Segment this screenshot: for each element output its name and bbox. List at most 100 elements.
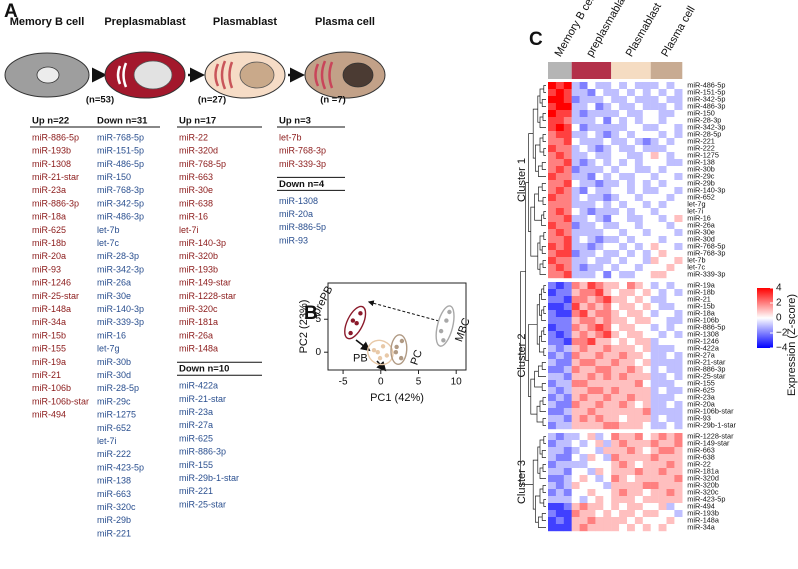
heatmap-cell xyxy=(674,387,683,395)
row-label: miR-21 xyxy=(687,294,711,303)
heatmap-cell xyxy=(619,394,628,402)
heatmap-cell xyxy=(611,482,620,490)
heatmap-cell xyxy=(579,145,588,153)
heatmap-cell xyxy=(674,422,683,430)
heatmap-cell xyxy=(611,345,620,353)
heatmap-cell xyxy=(650,524,659,532)
pca-arrows xyxy=(355,300,440,372)
heatmap-cell xyxy=(555,222,564,230)
heatmap-cell xyxy=(642,331,651,339)
heatmap-cell xyxy=(571,482,580,490)
heatmap-cell xyxy=(619,282,628,290)
dendrogram-branch xyxy=(543,327,546,335)
group-label: Plasma cell xyxy=(659,4,698,59)
heatmap-cell xyxy=(548,433,557,441)
heatmap-cell xyxy=(642,482,651,490)
heatmap-cell xyxy=(563,296,572,304)
heatmap-cell xyxy=(563,257,572,265)
heatmap-cell xyxy=(548,124,557,132)
heatmap-cell xyxy=(611,187,620,195)
dendrogram-branch xyxy=(541,183,546,191)
heatmap-cell xyxy=(634,496,643,504)
heatmap-cell xyxy=(587,257,596,265)
heatmap-cell xyxy=(627,173,636,181)
heatmap-cell xyxy=(666,282,675,290)
heatmap-cell xyxy=(666,503,675,511)
row-label: miR-1275 xyxy=(687,150,719,159)
heatmap-cell xyxy=(579,82,588,90)
row-label: miR-193b xyxy=(687,508,719,517)
heatmap-cell xyxy=(595,264,604,272)
heatmap-cell xyxy=(563,394,572,402)
heatmap-cell xyxy=(666,461,675,469)
heatmap-cell xyxy=(611,503,620,511)
heatmap-cell xyxy=(611,401,620,409)
mirna-item: miR-22 xyxy=(179,132,208,142)
heatmap-cell xyxy=(611,138,620,146)
heatmap-cell xyxy=(666,468,675,476)
heatmap-cell xyxy=(658,89,667,97)
heatmap-cell xyxy=(555,194,564,202)
heatmap-cell xyxy=(555,517,564,525)
heatmap-cell xyxy=(587,289,596,297)
list-header: Up n=22 xyxy=(32,116,69,127)
heatmap-cell xyxy=(666,222,675,230)
heatmap-cell xyxy=(595,387,604,395)
heatmap-cell xyxy=(571,510,580,518)
mirna-item: miR-20a xyxy=(32,251,66,261)
heatmap-cell xyxy=(555,468,564,476)
heatmap-cell xyxy=(666,166,675,174)
row-label: miR-422a xyxy=(687,343,720,352)
heatmap-cell xyxy=(674,138,683,146)
heatmap-cell xyxy=(634,282,643,290)
heatmap-cell xyxy=(619,373,628,381)
heatmap-cell xyxy=(642,173,651,181)
heatmap-cell xyxy=(634,187,643,195)
heatmap-cell xyxy=(587,180,596,188)
row-label: miR-1246 xyxy=(687,336,719,345)
dendrogram-branch xyxy=(541,513,546,521)
heatmap-cell xyxy=(611,496,620,504)
heatmap-cell xyxy=(642,257,651,265)
heatmap-cell xyxy=(666,394,675,402)
mirna-item: miR-138 xyxy=(97,476,131,486)
heatmap-cell xyxy=(658,289,667,297)
heatmap-cell xyxy=(611,394,620,402)
heatmap-cell xyxy=(674,373,683,381)
x-axis-label: PC1 (42%) xyxy=(370,392,424,404)
heatmap-cell xyxy=(579,366,588,374)
mirna-item: miR-486-3p xyxy=(97,212,144,222)
heatmap-cell xyxy=(603,373,612,381)
heatmap-cell xyxy=(666,201,675,209)
heatmap-cell xyxy=(548,422,557,430)
mirna-item: let-7i xyxy=(97,436,117,446)
heatmap-cell xyxy=(611,152,620,160)
heatmap-cell xyxy=(650,352,659,360)
row-label: miR-886-5p xyxy=(687,322,725,331)
heatmap-cell xyxy=(579,310,588,318)
heatmap-cell xyxy=(548,408,557,416)
heatmap-cell xyxy=(563,110,572,118)
heatmap-cell xyxy=(650,338,659,346)
heatmap-cell xyxy=(555,131,564,139)
heatmap-cell xyxy=(611,303,620,311)
row-label: miR-29b-1-star xyxy=(687,420,736,429)
heatmap-cell xyxy=(627,124,636,132)
heatmap-cell xyxy=(548,447,557,455)
heatmap-cell xyxy=(571,475,580,483)
heatmap-cell xyxy=(619,271,628,279)
row-label: miR-221 xyxy=(687,136,715,145)
heatmap-cell xyxy=(674,524,683,532)
heatmap-cell xyxy=(571,359,580,367)
mirna-item: miR-21-star xyxy=(32,172,79,182)
heatmap-cell xyxy=(634,117,643,125)
heatmap-cell xyxy=(619,359,628,367)
row-label: miR-30b xyxy=(687,164,715,173)
heatmap-cell xyxy=(603,159,612,167)
group-bar xyxy=(650,62,683,79)
heatmap-cell xyxy=(666,433,675,441)
heatmap-cell xyxy=(548,296,557,304)
heatmap-cell xyxy=(555,394,564,402)
heatmap-cell xyxy=(603,117,612,125)
heatmap-cell xyxy=(666,510,675,518)
